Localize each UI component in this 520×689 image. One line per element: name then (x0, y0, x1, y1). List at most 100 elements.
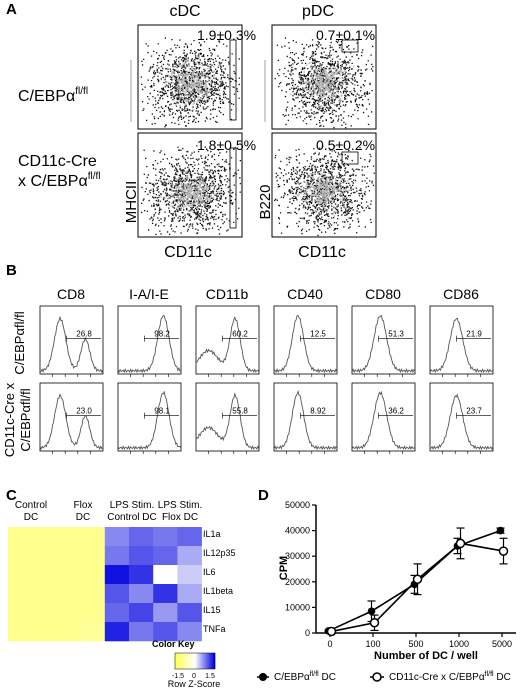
color-key-step (179, 653, 181, 669)
gene-label: TNFa (203, 624, 226, 634)
legend-label-cre: CD11c-Cre x C/EBPαfl/fl DC (389, 671, 511, 683)
color-key-step (198, 653, 200, 669)
gene-label: IL15 (203, 605, 221, 615)
color-key-label: Row Z-Score (168, 679, 221, 689)
y-tick-label: 40000 (285, 526, 310, 536)
histogram-curve (195, 316, 260, 374)
histogram-frame (39, 305, 104, 375)
color-key-title: Color Key (152, 639, 195, 649)
data-point (369, 618, 380, 628)
histogram-curve (351, 390, 416, 451)
scatter-dense-core (297, 167, 357, 220)
xlabel-pdc: CD11c (298, 244, 346, 261)
heatmap-cell (8, 565, 33, 585)
color-key-step (191, 653, 193, 669)
heatmap-cell (177, 622, 202, 642)
heatmap-cell (80, 527, 106, 547)
heatmap-cell (153, 584, 178, 604)
heatmap-cell (8, 584, 33, 604)
gate-value-cdc-cre: 1.8±0.5% (197, 137, 256, 153)
histograms: 26.8 98.2 60.2 12.5 51.3 21.9 23.0 98.1 55.8 8.92… (39, 305, 494, 454)
panel-b-label: B (6, 262, 17, 279)
heatmap-col-label: DC (76, 512, 90, 523)
histogram-value: 98.1 (154, 407, 170, 416)
histogram-value: 21.9 (466, 330, 482, 339)
gate-box (229, 147, 237, 229)
color-key-step (202, 653, 204, 669)
color-key-frame (174, 652, 216, 670)
chart-xlabel: Number of DC / well (374, 650, 478, 662)
histogram-frame (429, 382, 494, 452)
col-title-pdc: pDC (302, 3, 334, 20)
heatmap-col-label: Flox DC (162, 512, 198, 523)
heatmap-cell (177, 527, 202, 547)
heatmap-cell (56, 584, 81, 604)
histogram-curve (273, 390, 338, 451)
row-label-cre-b-1: CD11c-Cre x (2, 382, 17, 457)
histogram-value: 23.0 (76, 407, 92, 416)
x-tick-label: 100 (365, 639, 380, 649)
row-label-cre-b-2: C/EBPαfl/fl (18, 388, 33, 451)
color-key-step (212, 653, 214, 669)
heatmap-cell (104, 565, 130, 585)
marker-label: CD8 (57, 286, 85, 302)
color-key-step (182, 653, 184, 669)
heatmap-col-label: Flox (74, 500, 93, 511)
panel-a: A cDC pDC C/EBPαfl/fl CD11c-Cre x C/EBPα… (6, 1, 377, 261)
gate-box (341, 39, 359, 53)
heatmap-cell (80, 622, 106, 642)
col-title-cdc: cDC (169, 3, 200, 20)
heatmap-cell (153, 622, 178, 642)
color-key-step (208, 653, 210, 669)
color-key-step (188, 653, 190, 669)
color-key-step (183, 653, 185, 669)
heatmap-cell (129, 603, 154, 623)
data-point (455, 538, 466, 549)
heatmap-cell (32, 546, 57, 566)
color-key-step (200, 653, 202, 669)
heatmap-cell (32, 584, 57, 604)
color-key-tick: 1.5 (205, 673, 215, 680)
color-key-step (214, 653, 216, 669)
color-key-step (199, 653, 201, 669)
histogram-curve (273, 315, 338, 374)
marker-label: CD80 (365, 286, 401, 302)
dotplot-frame (137, 24, 243, 130)
color-key-step (177, 653, 179, 669)
scatter-dense-core (290, 57, 356, 110)
color-key-step (206, 653, 208, 669)
heatmap-cell (56, 546, 81, 566)
heatmap-cell (8, 546, 33, 566)
row-label-flox: C/EBPαfl/fl (18, 86, 88, 105)
ylabel-mhcii: MHCII (123, 181, 140, 224)
histogram-value: 26.8 (76, 330, 92, 339)
panel-d-label: D (258, 487, 269, 504)
heatmap-cell (56, 622, 81, 642)
gene-label: IL12p35 (203, 548, 236, 558)
heatmap-cell (32, 622, 57, 642)
histogram-frame (117, 382, 182, 452)
gate-value-cdc-flox: 1.9±0.3% (197, 27, 256, 43)
panel-c-label: C (6, 487, 17, 504)
color-key-step (180, 653, 182, 669)
data-point (498, 546, 509, 556)
heatmap-cell (129, 622, 154, 642)
histogram-frame (351, 305, 416, 375)
color-key-step (185, 653, 187, 669)
histogram-value: 55.8 (232, 407, 248, 416)
heatmap-cell (177, 546, 202, 566)
heatmap-cell (153, 565, 178, 585)
color-key-tick: -1.5 (172, 673, 184, 680)
heatmap-cell (8, 622, 33, 642)
color-key-step (187, 653, 189, 669)
heatmap-col-label: LPS Stim. (110, 500, 154, 511)
color-key-step (201, 653, 203, 669)
gene-label: IL1a (203, 529, 221, 539)
panel-c: C Control DC Flox DC LPS Stim. Control D… (6, 487, 236, 689)
heatmap (8, 527, 202, 642)
color-key-step (213, 653, 215, 669)
heatmap-col-label: Control (15, 500, 47, 511)
histogram-value: 98.2 (154, 330, 170, 339)
row-label-cre-1: CD11c-Cre (18, 153, 97, 170)
histogram-frame (273, 305, 338, 375)
